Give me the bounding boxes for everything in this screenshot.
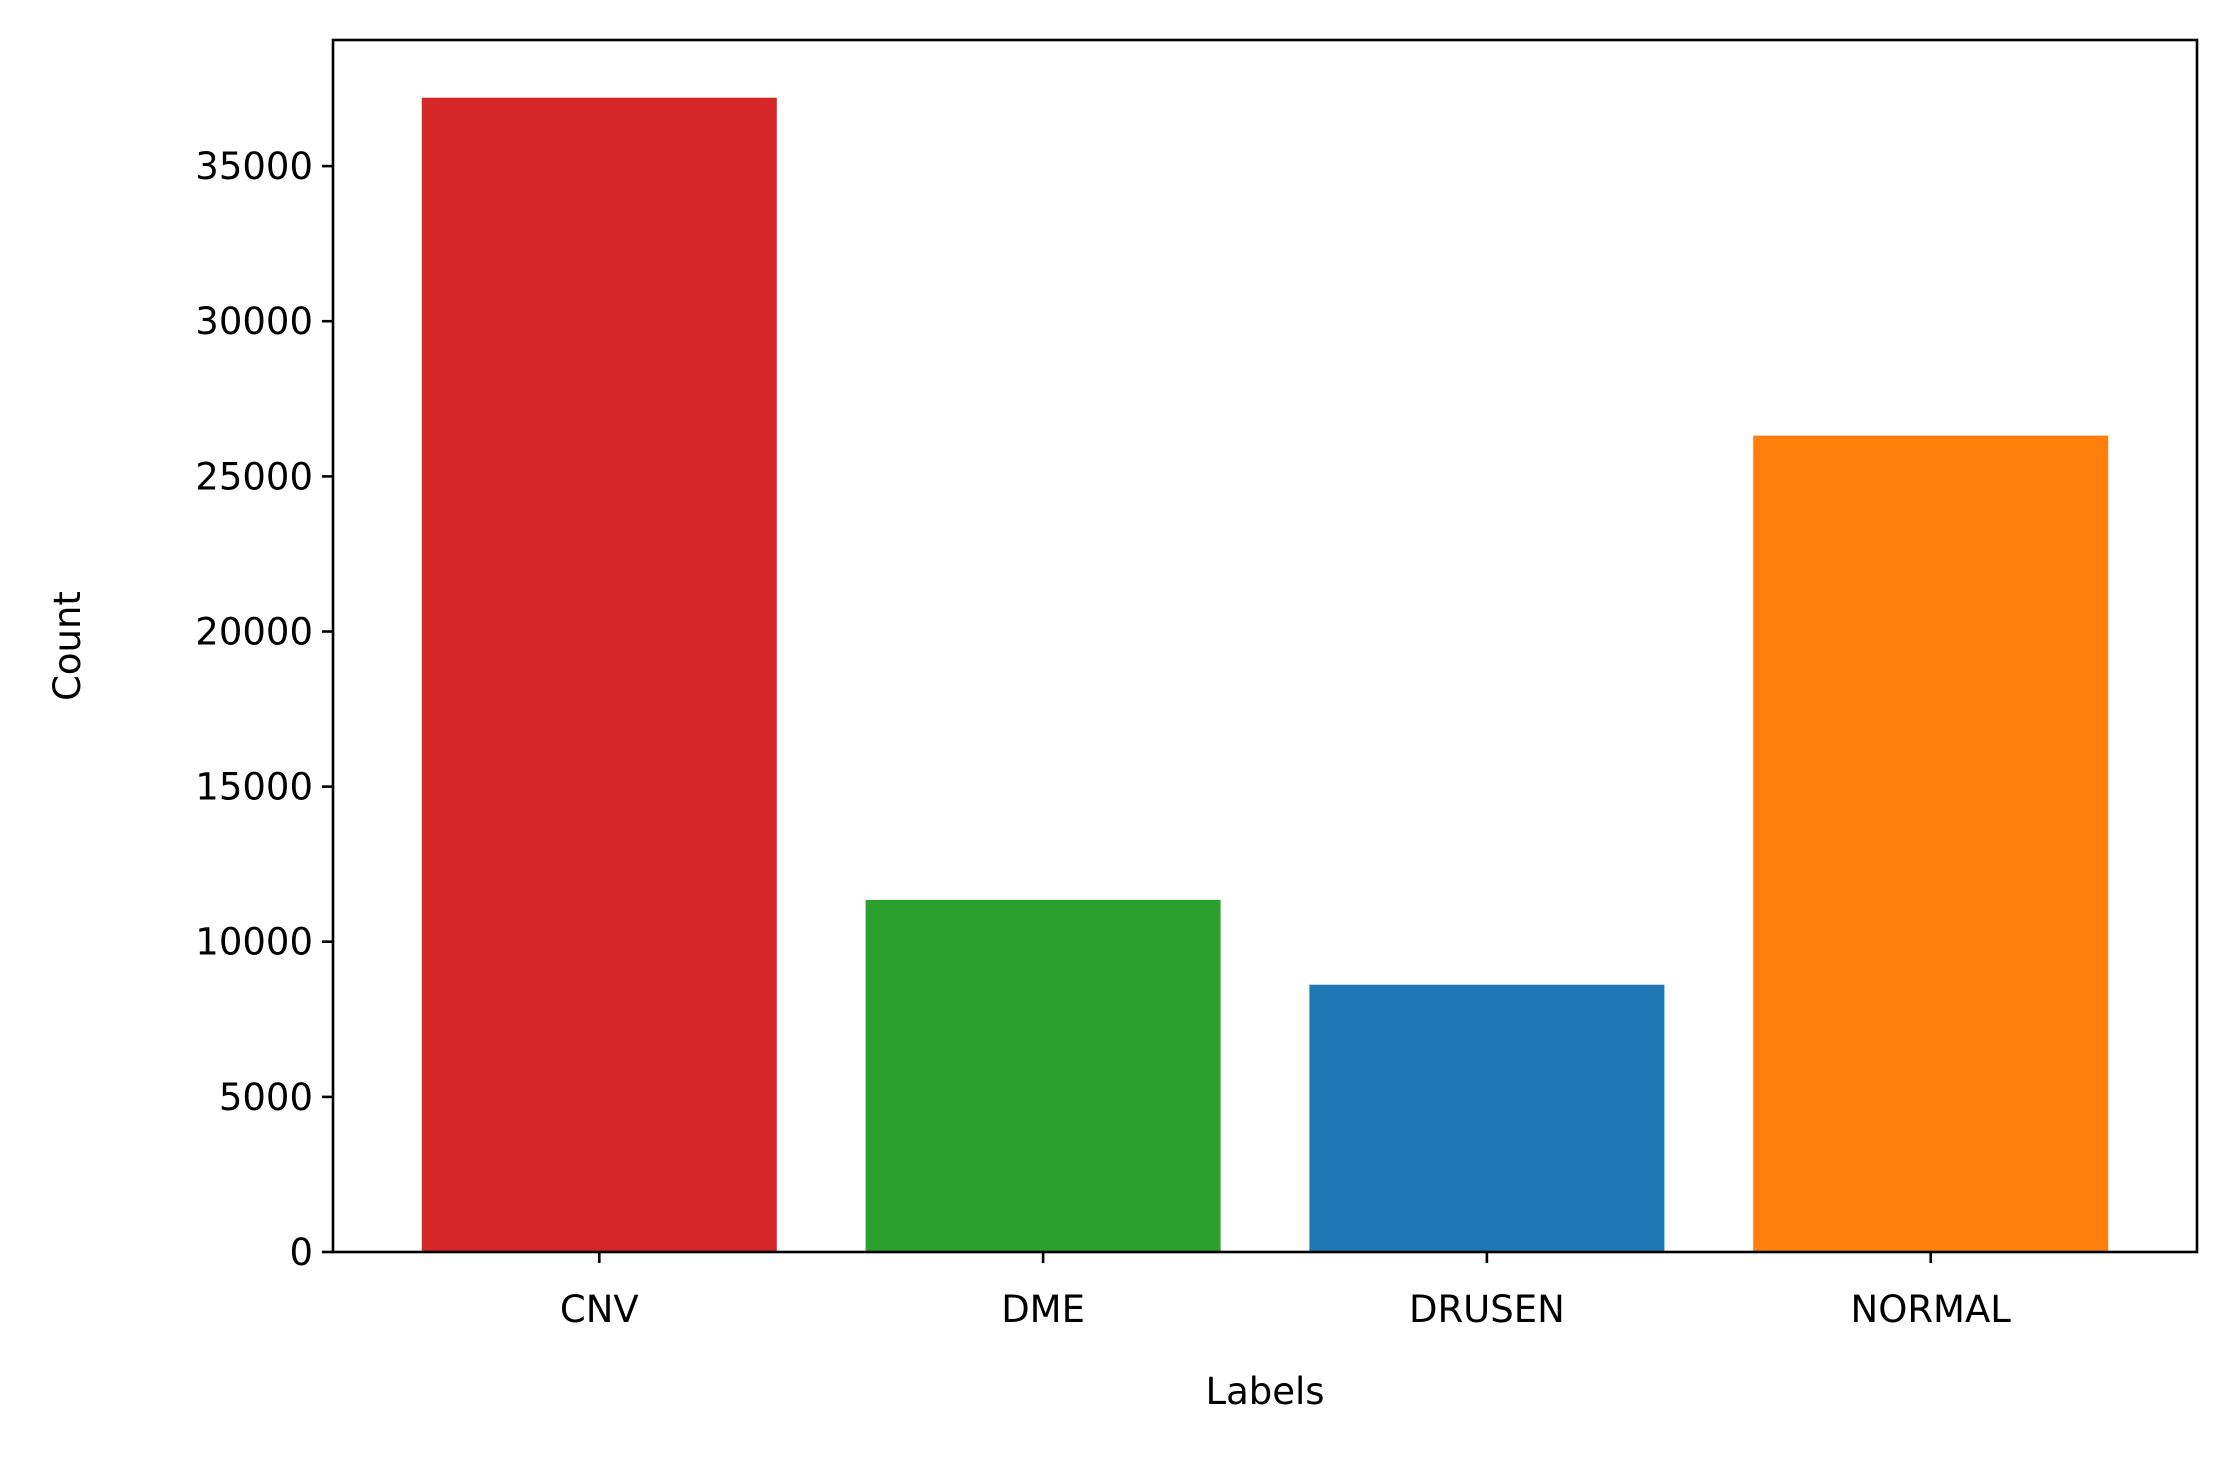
y-axis-label: Count (46, 591, 89, 701)
x-axis: CNV DME DRUSEN NORMAL (560, 1252, 2011, 1331)
x-tick-label-drusen: DRUSEN (1409, 1288, 1565, 1331)
y-tick-label: 25000 (195, 455, 313, 498)
x-tick-label-dme: DME (1001, 1288, 1085, 1331)
bars-group (421, 97, 2109, 1253)
y-tick-label: 5000 (219, 1076, 313, 1119)
y-axis: 0 5000 10000 15000 20000 25000 30000 35000 (195, 145, 333, 1274)
bar-cnv (421, 97, 777, 1253)
y-tick-label: 0 (289, 1231, 313, 1274)
y-tick-label: 10000 (195, 921, 313, 964)
plot-frame (331, 38, 2199, 1254)
x-tick-label-cnv: CNV (560, 1288, 639, 1331)
y-tick-label: 20000 (195, 611, 313, 654)
bar-dme (865, 899, 1221, 1252)
bar-normal (1753, 435, 2109, 1253)
x-tick-label-normal: NORMAL (1851, 1288, 2012, 1331)
y-tick-label: 30000 (195, 300, 313, 343)
y-tick-label: 35000 (195, 145, 313, 188)
bar-drusen (1309, 984, 1665, 1252)
y-tick-label: 15000 (195, 766, 313, 809)
x-axis-label: Labels (1205, 1370, 1324, 1413)
